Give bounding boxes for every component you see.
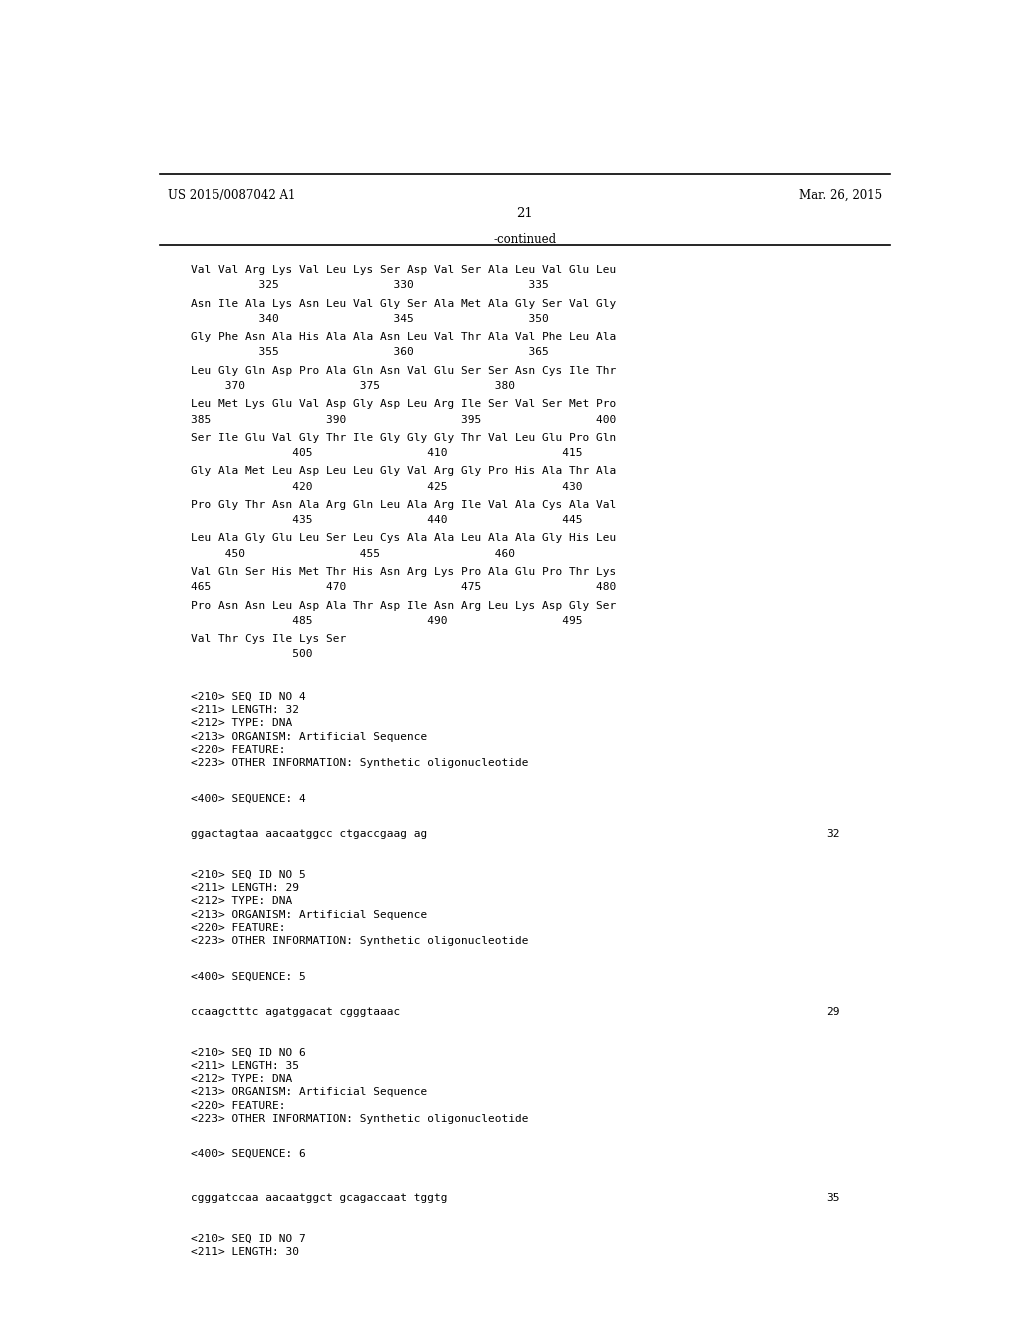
Text: <400> SEQUENCE: 5: <400> SEQUENCE: 5 <box>191 972 306 982</box>
Text: <212> TYPE: DNA: <212> TYPE: DNA <box>191 718 293 729</box>
Text: 355                 360                 365: 355 360 365 <box>191 347 549 358</box>
Text: 500: 500 <box>191 649 313 659</box>
Text: ccaagctttc agatggacat cgggtaaac: ccaagctttc agatggacat cgggtaaac <box>191 1007 400 1018</box>
Text: Leu Met Lys Glu Val Asp Gly Asp Leu Arg Ile Ser Val Ser Met Pro: Leu Met Lys Glu Val Asp Gly Asp Leu Arg … <box>191 399 616 409</box>
Text: <223> OTHER INFORMATION: Synthetic oligonucleotide: <223> OTHER INFORMATION: Synthetic oligo… <box>191 1114 529 1123</box>
Text: 420                 425                 430: 420 425 430 <box>191 482 583 491</box>
Text: <220> FEATURE:: <220> FEATURE: <box>191 1101 286 1110</box>
Text: <212> TYPE: DNA: <212> TYPE: DNA <box>191 1074 293 1084</box>
Text: Mar. 26, 2015: Mar. 26, 2015 <box>799 189 882 202</box>
Text: Val Thr Cys Ile Lys Ser: Val Thr Cys Ile Lys Ser <box>191 634 347 644</box>
Text: Pro Gly Thr Asn Ala Arg Gln Leu Ala Arg Ile Val Ala Cys Ala Val: Pro Gly Thr Asn Ala Arg Gln Leu Ala Arg … <box>191 500 616 510</box>
Text: <210> SEQ ID NO 7: <210> SEQ ID NO 7 <box>191 1234 306 1243</box>
Text: ggactagtaa aacaatggcc ctgaccgaag ag: ggactagtaa aacaatggcc ctgaccgaag ag <box>191 829 428 840</box>
Text: <211> LENGTH: 35: <211> LENGTH: 35 <box>191 1061 299 1071</box>
Text: <223> OTHER INFORMATION: Synthetic oligonucleotide: <223> OTHER INFORMATION: Synthetic oligo… <box>191 758 529 768</box>
Text: <212> TYPE: DNA: <212> TYPE: DNA <box>191 896 293 907</box>
Text: 405                 410                 415: 405 410 415 <box>191 447 583 458</box>
Text: <400> SEQUENCE: 6: <400> SEQUENCE: 6 <box>191 1148 306 1159</box>
Text: 465                 470                 475                 480: 465 470 475 480 <box>191 582 616 593</box>
Text: 385                 390                 395                 400: 385 390 395 400 <box>191 414 616 425</box>
Text: Gly Phe Asn Ala His Ala Ala Asn Leu Val Thr Ala Val Phe Leu Ala: Gly Phe Asn Ala His Ala Ala Asn Leu Val … <box>191 333 616 342</box>
Text: 35: 35 <box>826 1193 840 1203</box>
Text: <220> FEATURE:: <220> FEATURE: <box>191 923 286 933</box>
Text: <211> LENGTH: 30: <211> LENGTH: 30 <box>191 1247 299 1257</box>
Text: Ser Ile Glu Val Gly Thr Ile Gly Gly Gly Thr Val Leu Glu Pro Gln: Ser Ile Glu Val Gly Thr Ile Gly Gly Gly … <box>191 433 616 442</box>
Text: <223> OTHER INFORMATION: Synthetic oligonucleotide: <223> OTHER INFORMATION: Synthetic oligo… <box>191 936 529 946</box>
Text: 450                 455                 460: 450 455 460 <box>191 549 515 558</box>
Text: 340                 345                 350: 340 345 350 <box>191 314 549 323</box>
Text: <220> FEATURE:: <220> FEATURE: <box>191 744 286 755</box>
Text: 21: 21 <box>516 207 534 220</box>
Text: 370                 375                 380: 370 375 380 <box>191 381 515 391</box>
Text: 325                 330                 335: 325 330 335 <box>191 280 549 290</box>
Text: <210> SEQ ID NO 6: <210> SEQ ID NO 6 <box>191 1048 306 1057</box>
Text: 435                 440                 445: 435 440 445 <box>191 515 583 525</box>
Text: Pro Asn Asn Leu Asp Ala Thr Asp Ile Asn Arg Leu Lys Asp Gly Ser: Pro Asn Asn Leu Asp Ala Thr Asp Ile Asn … <box>191 601 616 611</box>
Text: <213> ORGANISM: Artificial Sequence: <213> ORGANISM: Artificial Sequence <box>191 1088 428 1097</box>
Text: -continued: -continued <box>494 232 556 246</box>
Text: Leu Ala Gly Glu Leu Ser Leu Cys Ala Ala Leu Ala Ala Gly His Leu: Leu Ala Gly Glu Leu Ser Leu Cys Ala Ala … <box>191 533 616 544</box>
Text: Asn Ile Ala Lys Asn Leu Val Gly Ser Ala Met Ala Gly Ser Val Gly: Asn Ile Ala Lys Asn Leu Val Gly Ser Ala … <box>191 298 616 309</box>
Text: 29: 29 <box>826 1007 840 1018</box>
Text: <213> ORGANISM: Artificial Sequence: <213> ORGANISM: Artificial Sequence <box>191 731 428 742</box>
Text: <211> LENGTH: 29: <211> LENGTH: 29 <box>191 883 299 894</box>
Text: Gly Ala Met Leu Asp Leu Leu Gly Val Arg Gly Pro His Ala Thr Ala: Gly Ala Met Leu Asp Leu Leu Gly Val Arg … <box>191 466 616 477</box>
Text: <213> ORGANISM: Artificial Sequence: <213> ORGANISM: Artificial Sequence <box>191 909 428 920</box>
Text: 32: 32 <box>826 829 840 840</box>
Text: <210> SEQ ID NO 4: <210> SEQ ID NO 4 <box>191 692 306 702</box>
Text: <400> SEQUENCE: 4: <400> SEQUENCE: 4 <box>191 793 306 804</box>
Text: Leu Gly Gln Asp Pro Ala Gln Asn Val Glu Ser Ser Asn Cys Ile Thr: Leu Gly Gln Asp Pro Ala Gln Asn Val Glu … <box>191 366 616 376</box>
Text: 485                 490                 495: 485 490 495 <box>191 615 583 626</box>
Text: <211> LENGTH: 32: <211> LENGTH: 32 <box>191 705 299 715</box>
Text: cgggatccaa aacaatggct gcagaccaat tggtg: cgggatccaa aacaatggct gcagaccaat tggtg <box>191 1193 447 1203</box>
Text: Val Val Arg Lys Val Leu Lys Ser Asp Val Ser Ala Leu Val Glu Leu: Val Val Arg Lys Val Leu Lys Ser Asp Val … <box>191 265 616 275</box>
Text: US 2015/0087042 A1: US 2015/0087042 A1 <box>168 189 295 202</box>
Text: <210> SEQ ID NO 5: <210> SEQ ID NO 5 <box>191 870 306 880</box>
Text: Val Gln Ser His Met Thr His Asn Arg Lys Pro Ala Glu Pro Thr Lys: Val Gln Ser His Met Thr His Asn Arg Lys … <box>191 568 616 577</box>
